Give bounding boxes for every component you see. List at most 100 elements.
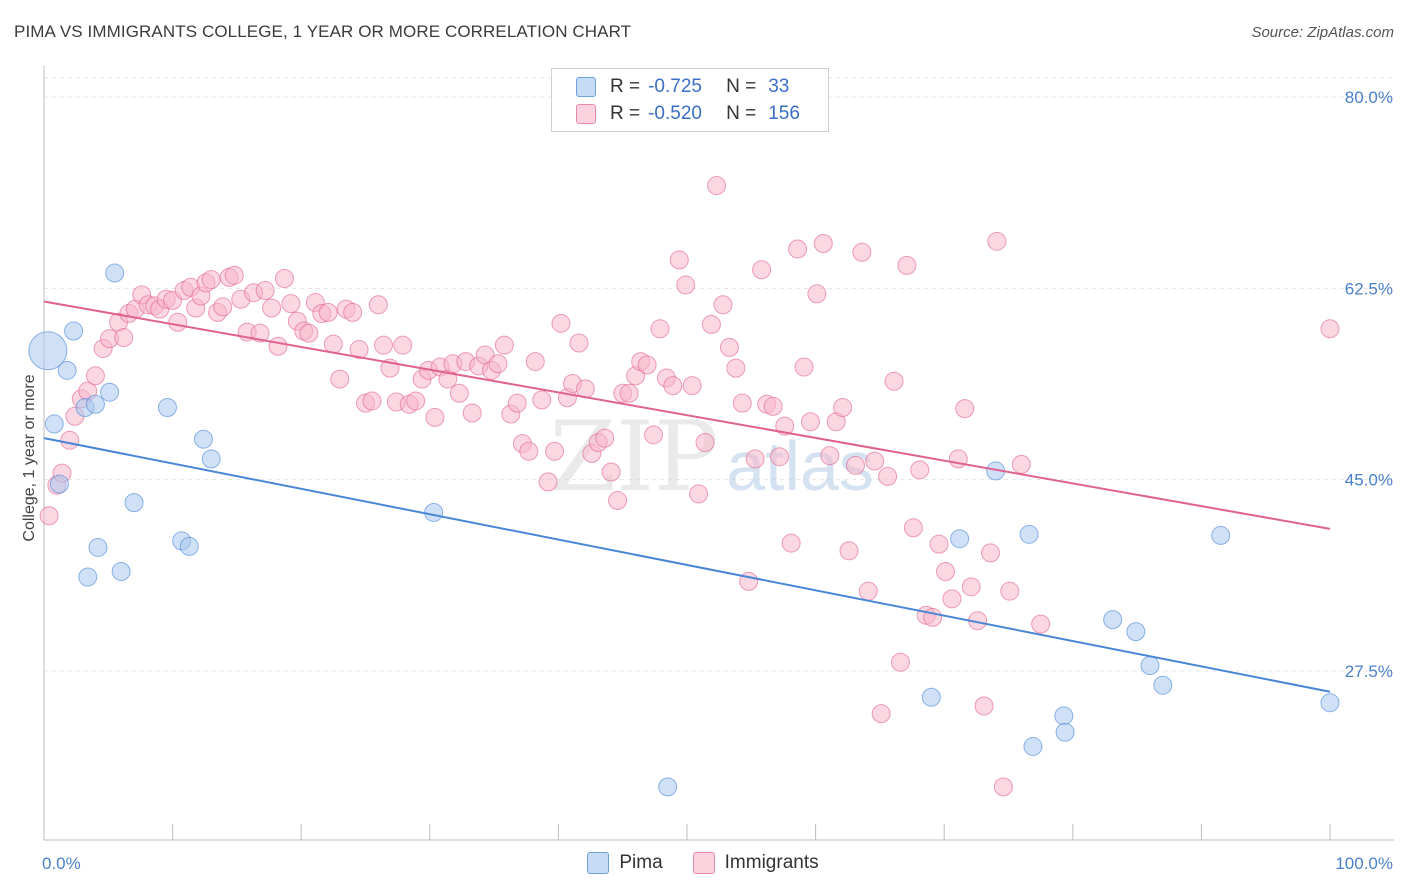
series-immigrants bbox=[39, 176, 1340, 797]
data-point-immigrants bbox=[39, 506, 59, 526]
legend-r-value: -0.725 bbox=[648, 76, 702, 97]
data-point-pima bbox=[111, 562, 131, 582]
legend-item-immigrants[interactable]: Immigrants bbox=[692, 852, 819, 874]
x-tick-label: 0.0% bbox=[42, 854, 81, 873]
data-point-pima bbox=[921, 687, 941, 707]
data-point-pima bbox=[1140, 656, 1160, 676]
data-point-immigrants bbox=[695, 432, 715, 452]
data-point-pima bbox=[44, 414, 64, 434]
data-point-immigrants bbox=[644, 425, 664, 445]
data-point-immigrants bbox=[884, 371, 904, 391]
data-point-immigrants bbox=[318, 302, 338, 322]
legend-swatch-immigrants bbox=[692, 852, 715, 874]
data-point-pima bbox=[100, 382, 120, 402]
trend-line-pima bbox=[43, 437, 1331, 693]
data-point-immigrants bbox=[569, 333, 589, 353]
data-point-immigrants bbox=[168, 312, 188, 332]
data-point-immigrants bbox=[368, 295, 388, 315]
legend-label-pima: Pima bbox=[619, 852, 663, 873]
data-point-pima bbox=[1211, 525, 1231, 545]
data-point-immigrants bbox=[374, 335, 394, 355]
trend-lines bbox=[43, 300, 1331, 693]
data-point-immigrants bbox=[362, 391, 382, 411]
data-point-immigrants bbox=[707, 176, 727, 196]
data-point-immigrants bbox=[942, 589, 962, 609]
data-point-immigrants bbox=[1000, 581, 1020, 601]
data-point-immigrants bbox=[770, 447, 790, 467]
data-point-immigrants bbox=[281, 294, 301, 314]
legend-item-pima[interactable]: Pima bbox=[587, 852, 663, 874]
data-point-immigrants bbox=[525, 352, 545, 372]
data-point-immigrants bbox=[274, 268, 294, 288]
data-point-immigrants bbox=[897, 255, 917, 275]
correlation-legend: R = -0.725 N = 33 R = -0.520 N = 156 bbox=[551, 68, 829, 132]
data-point-immigrants bbox=[669, 250, 689, 270]
data-point-immigrants bbox=[462, 403, 482, 423]
data-point-immigrants bbox=[85, 366, 105, 386]
data-point-pima bbox=[57, 360, 77, 380]
data-point-immigrants bbox=[858, 581, 878, 601]
data-point-immigrants bbox=[763, 396, 783, 416]
data-point-immigrants bbox=[961, 577, 981, 597]
data-point-pima bbox=[124, 493, 144, 513]
data-point-pima bbox=[950, 529, 970, 549]
data-point-pima bbox=[1126, 622, 1146, 642]
data-point-immigrants bbox=[488, 354, 508, 374]
tick-labels: 80.0% 62.5% 45.0% 27.5% 0.0% 100.0% bbox=[42, 88, 1393, 873]
data-point-immigrants bbox=[903, 518, 923, 538]
data-point-immigrants bbox=[262, 298, 282, 318]
data-point-immigrants bbox=[800, 412, 820, 432]
data-point-pima bbox=[85, 394, 105, 414]
data-point-immigrants bbox=[349, 340, 369, 360]
data-point-immigrants bbox=[538, 472, 558, 492]
legend-swatch-pima bbox=[587, 852, 610, 874]
data-point-immigrants bbox=[532, 390, 552, 410]
data-point-immigrants bbox=[752, 260, 772, 280]
data-point-immigrants bbox=[601, 462, 621, 482]
data-point-immigrants bbox=[781, 533, 801, 553]
data-point-immigrants bbox=[775, 416, 795, 436]
data-point-immigrants bbox=[726, 358, 746, 378]
legend-r-label: R = bbox=[610, 76, 641, 97]
data-point-immigrants bbox=[745, 449, 765, 469]
data-point-immigrants bbox=[713, 295, 733, 315]
data-point-pima bbox=[157, 398, 177, 418]
y-tick-label: 45.0% bbox=[1345, 471, 1393, 490]
data-point-immigrants bbox=[663, 376, 683, 396]
data-point-pima bbox=[1023, 736, 1043, 756]
data-point-pima bbox=[1054, 706, 1074, 726]
data-point-immigrants bbox=[343, 302, 363, 322]
data-point-immigrants bbox=[813, 234, 833, 254]
trend-line-immigrants bbox=[43, 300, 1331, 530]
data-point-immigrants bbox=[425, 407, 445, 427]
data-point-immigrants bbox=[519, 441, 539, 461]
data-point-immigrants bbox=[865, 451, 885, 471]
data-point-pima bbox=[1019, 524, 1039, 544]
data-point-immigrants bbox=[250, 323, 270, 343]
legend-swatch-pima bbox=[576, 77, 596, 97]
x-tick-label: 100.0% bbox=[1335, 854, 1393, 873]
data-point-immigrants bbox=[833, 398, 853, 418]
data-point-immigrants bbox=[929, 534, 949, 554]
data-point-immigrants bbox=[788, 239, 808, 259]
data-point-pima bbox=[105, 263, 125, 283]
data-point-immigrants bbox=[224, 265, 244, 285]
legend-row-pima: R = -0.725 N = 33 bbox=[576, 74, 789, 100]
series-pima bbox=[28, 263, 1340, 797]
data-point-pima bbox=[64, 321, 84, 341]
data-point-pima bbox=[49, 474, 69, 494]
legend-swatch-immigrants bbox=[576, 104, 596, 124]
source-credit: Source: ZipAtlas.com bbox=[1251, 24, 1394, 41]
data-point-pima bbox=[88, 537, 108, 557]
series-legend: Pima Immigrants bbox=[0, 852, 1406, 874]
data-point-immigrants bbox=[1011, 454, 1031, 474]
legend-n-value: 156 bbox=[768, 103, 800, 124]
data-point-immigrants bbox=[595, 428, 615, 448]
data-point-immigrants bbox=[255, 281, 275, 301]
data-point-pima bbox=[179, 536, 199, 556]
data-point-pima bbox=[1320, 693, 1340, 713]
data-point-immigrants bbox=[299, 323, 319, 343]
data-point-immigrants bbox=[213, 297, 233, 317]
legend-n-label: N = bbox=[726, 76, 757, 97]
legend-r-value: -0.520 bbox=[648, 103, 702, 124]
